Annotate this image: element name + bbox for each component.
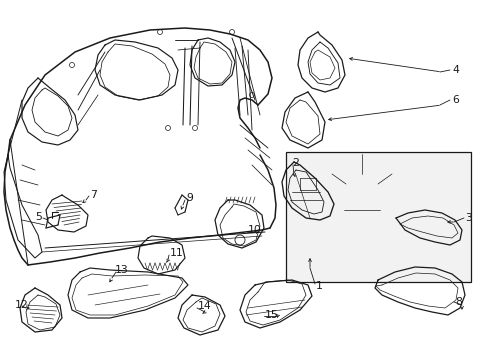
Text: 10: 10 bbox=[247, 225, 262, 235]
Text: 12: 12 bbox=[15, 300, 29, 310]
Text: 15: 15 bbox=[264, 310, 278, 320]
Text: 2: 2 bbox=[291, 158, 298, 168]
Text: 1: 1 bbox=[315, 281, 322, 291]
Bar bbox=[285, 152, 470, 282]
Text: 9: 9 bbox=[185, 193, 192, 203]
Text: 5: 5 bbox=[35, 212, 42, 222]
Text: 8: 8 bbox=[454, 297, 461, 307]
Text: 14: 14 bbox=[198, 301, 211, 311]
Text: 6: 6 bbox=[451, 95, 458, 105]
Text: 13: 13 bbox=[115, 265, 128, 275]
Text: 11: 11 bbox=[170, 248, 183, 258]
Text: 7: 7 bbox=[90, 190, 97, 200]
Text: 3: 3 bbox=[464, 213, 471, 223]
Text: 4: 4 bbox=[451, 65, 458, 75]
